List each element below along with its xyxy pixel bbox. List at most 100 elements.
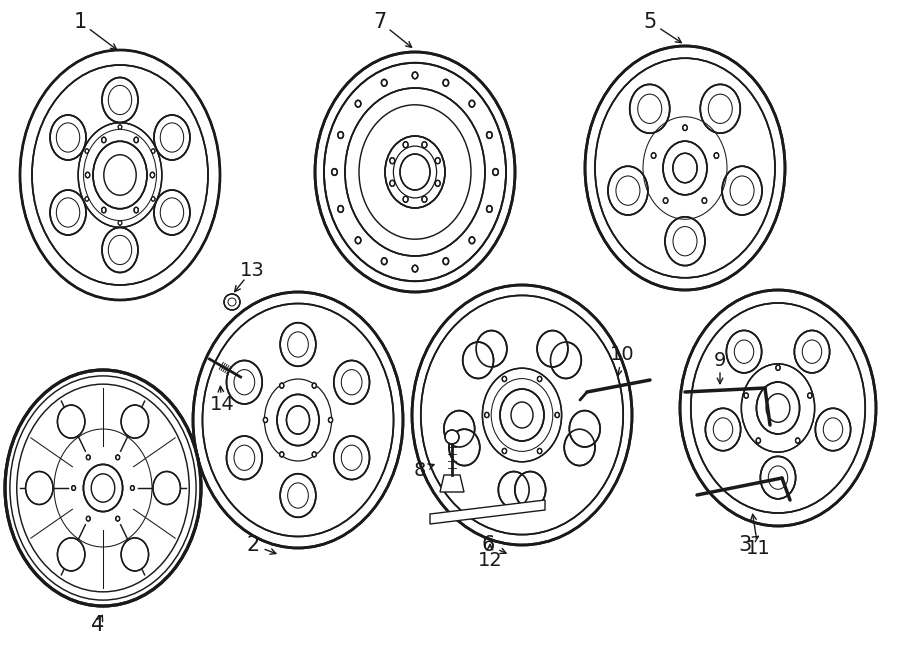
Ellipse shape <box>595 58 775 278</box>
Ellipse shape <box>469 100 474 107</box>
Ellipse shape <box>482 368 562 462</box>
Ellipse shape <box>744 393 749 398</box>
Ellipse shape <box>760 456 796 499</box>
Ellipse shape <box>756 382 799 434</box>
Ellipse shape <box>277 395 319 446</box>
Ellipse shape <box>463 342 493 379</box>
Ellipse shape <box>84 465 122 512</box>
Ellipse shape <box>102 77 138 122</box>
Ellipse shape <box>722 166 762 215</box>
Ellipse shape <box>130 486 134 490</box>
Ellipse shape <box>537 376 542 381</box>
Ellipse shape <box>412 265 418 272</box>
Ellipse shape <box>58 538 85 571</box>
Text: 14: 14 <box>210 395 234 414</box>
Ellipse shape <box>224 294 240 310</box>
Ellipse shape <box>702 198 706 204</box>
Ellipse shape <box>673 153 698 182</box>
Ellipse shape <box>324 63 506 281</box>
Ellipse shape <box>706 408 741 451</box>
Ellipse shape <box>122 405 148 438</box>
Ellipse shape <box>515 471 545 508</box>
Ellipse shape <box>154 115 190 160</box>
Ellipse shape <box>683 125 688 130</box>
Ellipse shape <box>332 169 338 175</box>
Ellipse shape <box>5 370 201 606</box>
Ellipse shape <box>663 141 707 195</box>
Ellipse shape <box>570 410 600 447</box>
Ellipse shape <box>78 123 162 227</box>
Text: 6: 6 <box>482 535 495 555</box>
Ellipse shape <box>422 196 427 202</box>
Ellipse shape <box>436 158 440 164</box>
Ellipse shape <box>118 125 122 130</box>
Ellipse shape <box>202 303 393 537</box>
Ellipse shape <box>122 538 148 571</box>
Ellipse shape <box>500 389 544 441</box>
Ellipse shape <box>328 418 333 422</box>
Ellipse shape <box>338 132 344 138</box>
Text: 12: 12 <box>478 551 502 570</box>
Ellipse shape <box>412 285 632 545</box>
Ellipse shape <box>150 173 155 178</box>
Text: 3: 3 <box>738 535 752 555</box>
Text: 13: 13 <box>239 260 265 280</box>
Ellipse shape <box>469 237 474 244</box>
Ellipse shape <box>444 410 474 447</box>
Ellipse shape <box>102 137 106 143</box>
Ellipse shape <box>154 190 190 235</box>
Ellipse shape <box>663 198 668 204</box>
Text: 5: 5 <box>644 12 657 32</box>
Ellipse shape <box>118 221 122 225</box>
Ellipse shape <box>390 180 395 186</box>
Ellipse shape <box>345 88 485 256</box>
Ellipse shape <box>436 180 440 186</box>
Ellipse shape <box>487 206 492 212</box>
Ellipse shape <box>807 393 812 398</box>
Ellipse shape <box>85 197 88 201</box>
Ellipse shape <box>32 65 208 285</box>
Ellipse shape <box>443 79 448 86</box>
Ellipse shape <box>403 196 408 202</box>
Ellipse shape <box>537 448 542 453</box>
Ellipse shape <box>356 100 361 107</box>
Ellipse shape <box>776 365 780 370</box>
Ellipse shape <box>153 471 180 504</box>
Ellipse shape <box>476 330 507 367</box>
Ellipse shape <box>50 190 86 235</box>
Ellipse shape <box>280 452 284 457</box>
Ellipse shape <box>564 429 595 465</box>
Ellipse shape <box>58 405 85 438</box>
Ellipse shape <box>422 141 427 147</box>
Ellipse shape <box>421 295 623 535</box>
Text: 1: 1 <box>74 12 86 32</box>
Text: 10: 10 <box>609 346 634 364</box>
Ellipse shape <box>280 323 316 366</box>
Ellipse shape <box>608 166 648 215</box>
Ellipse shape <box>25 471 53 504</box>
Polygon shape <box>440 475 464 492</box>
Ellipse shape <box>390 158 395 164</box>
Ellipse shape <box>315 52 515 292</box>
Ellipse shape <box>86 173 90 178</box>
Ellipse shape <box>756 438 760 443</box>
Text: 2: 2 <box>247 535 259 555</box>
Ellipse shape <box>555 412 560 418</box>
Ellipse shape <box>700 85 741 133</box>
Ellipse shape <box>585 46 785 290</box>
Text: 9: 9 <box>714 350 726 369</box>
Ellipse shape <box>691 303 865 513</box>
Ellipse shape <box>385 136 445 208</box>
Ellipse shape <box>449 429 480 465</box>
Ellipse shape <box>227 436 262 479</box>
Ellipse shape <box>382 79 387 86</box>
Ellipse shape <box>280 474 316 518</box>
Ellipse shape <box>116 516 120 521</box>
Ellipse shape <box>102 208 106 213</box>
Ellipse shape <box>134 137 139 143</box>
Text: 4: 4 <box>92 615 104 635</box>
Ellipse shape <box>445 430 459 444</box>
Ellipse shape <box>714 153 719 159</box>
Ellipse shape <box>630 85 670 133</box>
Ellipse shape <box>726 330 761 373</box>
